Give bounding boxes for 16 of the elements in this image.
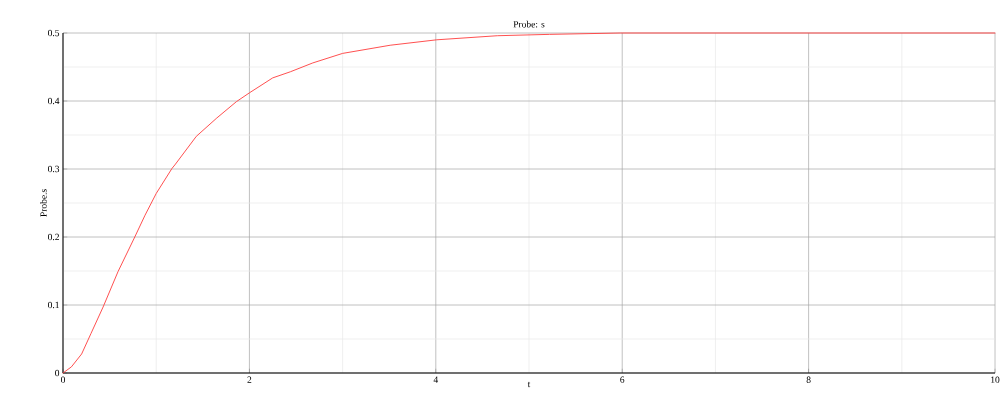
y-tick-label: 0.4	[48, 97, 60, 105]
x-tick-label: 8	[806, 376, 811, 383]
y-tick-label: 0.1	[48, 301, 59, 309]
chart-title: Probe: s	[513, 20, 545, 28]
x-axis-title: t	[527, 381, 531, 388]
y-axis-title: Probe.s	[40, 189, 47, 217]
y-tick-label: 0.5	[48, 29, 60, 37]
y-tick-label: 0.2	[48, 233, 59, 241]
y-tick-label: 0	[55, 369, 60, 377]
x-tick-label: 6	[620, 376, 625, 383]
y-tick-label: 0.3	[48, 165, 60, 173]
x-tick-label: 0	[61, 376, 66, 383]
line-series	[62, 32, 996, 374]
x-tick-label: 4	[433, 376, 439, 383]
x-tick-label: 10	[991, 376, 1000, 383]
x-tick-label: 2	[247, 376, 252, 383]
